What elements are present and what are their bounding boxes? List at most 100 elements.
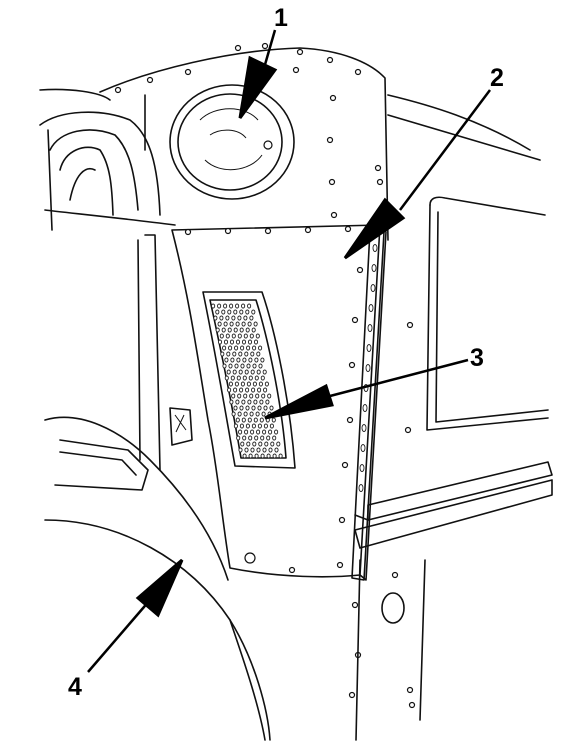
grille-hole xyxy=(226,351,231,357)
grille-hole xyxy=(249,333,254,339)
grille-hole xyxy=(262,447,267,453)
front-fender xyxy=(44,234,271,741)
grille-hole xyxy=(243,411,248,417)
grille-hole xyxy=(238,351,243,357)
grille-hole xyxy=(244,447,249,453)
grille-hole xyxy=(248,375,253,381)
grille-hole xyxy=(278,453,283,459)
grille-hole xyxy=(236,357,241,363)
grille-hole xyxy=(245,309,250,315)
grille-hole xyxy=(255,333,260,339)
grille-hole xyxy=(221,327,226,333)
grille-hole xyxy=(247,303,252,309)
ventilation-grille xyxy=(202,291,296,469)
grille-hole xyxy=(217,321,222,327)
upper-cowl-panel xyxy=(39,42,541,241)
grille-hole xyxy=(264,441,269,447)
grille-hole xyxy=(256,429,261,435)
grille-hole xyxy=(242,375,247,381)
grille-hole xyxy=(252,363,257,369)
callout-label-2: 2 xyxy=(490,64,504,92)
grille-hole xyxy=(247,399,252,405)
grille-hole xyxy=(272,453,277,459)
grille-hole xyxy=(240,441,245,447)
grille-hole xyxy=(252,441,257,447)
grille-hole xyxy=(244,429,249,435)
grille-hole xyxy=(256,369,261,375)
grille-hole xyxy=(238,369,243,375)
grille-hole xyxy=(232,351,237,357)
grille-hole xyxy=(233,387,238,393)
grille-hole xyxy=(253,339,259,345)
grille-hole xyxy=(223,339,229,345)
grille-hole xyxy=(224,357,229,363)
grille-hole xyxy=(230,375,235,381)
grille-hole xyxy=(237,393,242,399)
grille-hole xyxy=(252,345,257,351)
grille-hole xyxy=(219,333,224,339)
upper-rivets xyxy=(114,42,384,219)
grille-hole xyxy=(238,429,243,435)
grille-hole xyxy=(234,363,239,369)
grille-hole xyxy=(252,381,257,387)
grille-hole xyxy=(260,453,265,459)
grille-hole xyxy=(215,327,220,333)
grille-hole xyxy=(226,369,231,375)
grille-hole xyxy=(251,423,256,429)
grille-hole xyxy=(227,327,232,333)
grille-hole xyxy=(247,339,253,345)
grille-hole xyxy=(248,435,253,441)
grille-hole xyxy=(266,453,271,459)
cab-door xyxy=(348,196,553,741)
grille-hole xyxy=(227,309,232,315)
grille-hole xyxy=(237,333,242,339)
grille-hole xyxy=(242,453,247,459)
grille-hole xyxy=(231,393,236,399)
grille-hole xyxy=(222,363,227,369)
grille-hole xyxy=(261,393,266,399)
grille-hole xyxy=(239,309,244,315)
grille-hole xyxy=(240,345,245,351)
grille-hole xyxy=(263,387,268,393)
grille-hole xyxy=(233,423,238,429)
grille-hole xyxy=(254,453,259,459)
grille-hole xyxy=(259,399,264,405)
grille-hole xyxy=(225,315,230,321)
grille-hole xyxy=(223,321,228,327)
grille-hole xyxy=(236,435,241,441)
grille-hole xyxy=(224,375,229,381)
grille-hole xyxy=(220,351,225,357)
grille-hole xyxy=(249,315,254,321)
callout-label-3: 3 xyxy=(470,344,484,372)
grille-hole xyxy=(243,315,248,321)
grille-hole xyxy=(264,381,269,387)
grille-hole xyxy=(237,411,242,417)
grille-hole xyxy=(239,387,244,393)
callout-arrows xyxy=(87,29,491,673)
grille-hole xyxy=(233,327,238,333)
grille-hole xyxy=(257,423,262,429)
grille-hole xyxy=(247,321,252,327)
grille-hole xyxy=(269,405,274,411)
grille-hole xyxy=(246,345,251,351)
grille-hole xyxy=(230,357,235,363)
grille-hole xyxy=(255,393,260,399)
grille-hole xyxy=(237,315,242,321)
grille-hole xyxy=(246,441,251,447)
grille-hole xyxy=(248,357,253,363)
grille-hole xyxy=(260,357,265,363)
grille-hole xyxy=(246,363,251,369)
grille-hole xyxy=(258,441,263,447)
grille-hole xyxy=(274,429,279,435)
grille-hole xyxy=(229,399,234,405)
grille-hole xyxy=(251,309,256,315)
grille-hole xyxy=(247,417,252,423)
grille-hole xyxy=(222,345,227,351)
grille-hole xyxy=(241,303,246,309)
headlight xyxy=(169,84,295,200)
panel-rivets xyxy=(184,225,364,574)
grille-hole xyxy=(265,399,270,405)
grille-hole xyxy=(250,369,255,375)
grille-hole xyxy=(235,321,240,327)
grille-hole xyxy=(213,315,218,321)
